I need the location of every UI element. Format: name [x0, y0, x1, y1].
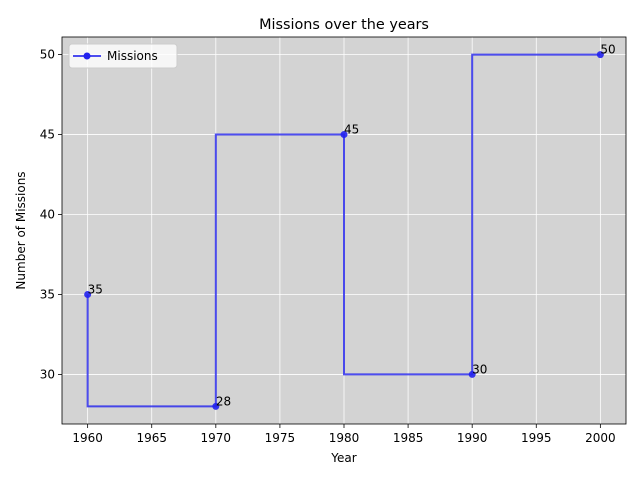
chart-title: Missions over the years: [259, 17, 429, 33]
y-tick-label: 40: [40, 208, 55, 222]
y-axis-title: Number of Missions: [14, 171, 28, 289]
legend-label: Missions: [107, 49, 158, 63]
data-label: 50: [600, 43, 615, 57]
x-tick-label: 1985: [393, 431, 424, 445]
x-tick-label: 1995: [521, 431, 552, 445]
data-points: [84, 51, 604, 410]
data-point: [84, 290, 92, 298]
y-tick-label: 45: [40, 128, 55, 142]
x-tick-label: 1975: [265, 431, 296, 445]
x-tick-label: 2000: [585, 431, 616, 445]
x-tick-label: 1980: [329, 431, 360, 445]
y-tick-label: 50: [40, 48, 55, 62]
data-labels: 35 28 45 30 50: [88, 43, 616, 409]
y-tick-label: 35: [40, 287, 55, 301]
data-point: [468, 370, 476, 378]
legend-marker: [83, 52, 91, 60]
y-axis-ticks: 30 35 40 45 50: [40, 48, 62, 381]
x-tick-label: 1960: [72, 431, 103, 445]
x-tick-label: 1990: [457, 431, 488, 445]
data-point: [212, 402, 220, 410]
data-point: [596, 51, 604, 59]
data-label: 35: [88, 282, 103, 296]
data-label: 28: [216, 394, 231, 408]
data-label: 45: [344, 123, 359, 137]
x-tick-label: 1970: [201, 431, 232, 445]
data-label: 30: [472, 362, 487, 376]
x-axis-title: Year: [330, 451, 356, 465]
y-tick-label: 30: [40, 367, 55, 381]
legend-box: [68, 43, 178, 69]
x-tick-label: 1965: [136, 431, 167, 445]
x-axis-ticks: 1960 1965 1970 1975 1980 1985 1990 1995 2000: [72, 424, 616, 445]
legend: Missions: [68, 43, 178, 69]
data-point: [340, 131, 348, 139]
